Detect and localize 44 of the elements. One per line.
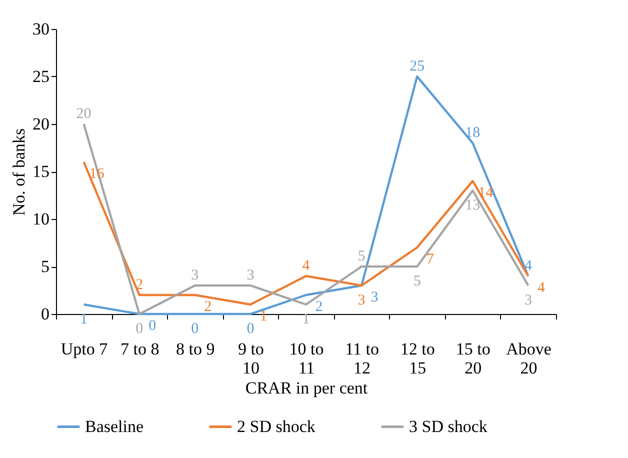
data-label: 3 <box>246 268 254 284</box>
y-tick-label: 0 <box>41 304 50 324</box>
x-tick-label: 11 to 12 <box>345 340 379 378</box>
x-tick-label: 8 to 9 <box>176 340 215 358</box>
data-label: 7 <box>426 252 434 268</box>
data-label: 0 <box>191 321 199 337</box>
y-tick-label: 30 <box>32 20 50 38</box>
x-tick-label: 12 to 15 <box>400 340 435 378</box>
data-label: 2 <box>315 299 323 315</box>
x-tick-label: 9 to 10 <box>238 340 264 378</box>
y-tick-label: 25 <box>32 67 50 86</box>
x-tick-label: 7 to 8 <box>120 340 160 358</box>
data-label: 3 <box>358 292 366 308</box>
data-label: 0 <box>246 321 254 337</box>
y-axis-title: No. of banks <box>10 128 28 216</box>
data-label: 0 <box>136 321 144 337</box>
data-label: 3 <box>524 292 532 308</box>
data-label: 0 <box>148 318 156 334</box>
data-label: 1 <box>302 312 310 328</box>
data-label: 20 <box>76 106 92 122</box>
data-label: 1 <box>80 312 88 328</box>
x-tick-label: 15 to 20 <box>456 340 490 378</box>
y-tick-label: 20 <box>32 114 50 134</box>
legend-label: Baseline <box>85 416 144 436</box>
data-label: 4 <box>302 258 310 274</box>
y-tick-label: 15 <box>32 162 50 181</box>
y-tick-label: 5 <box>41 257 50 276</box>
x-tick-label: Above 20 <box>506 340 552 378</box>
data-label: 5 <box>413 274 421 290</box>
x-tick-label: 10 to 11 <box>289 340 324 378</box>
data-label: 4 <box>524 258 532 274</box>
x-axis-title: CRAR in per cent <box>245 378 368 398</box>
data-label: 16 <box>89 166 105 182</box>
y-tick-label: 10 <box>32 210 50 228</box>
data-label: 5 <box>358 248 366 264</box>
data-label: 3 <box>370 290 378 306</box>
legend-label: 3 SD shock <box>409 416 488 436</box>
legend-label: 2 SD shock <box>237 416 316 436</box>
x-tick-label: Upto 7 <box>60 340 108 358</box>
data-label: 2 <box>204 299 212 315</box>
data-label: 4 <box>537 280 546 296</box>
data-label: 25 <box>410 58 425 74</box>
data-label: 3 <box>191 268 199 284</box>
data-label: 18 <box>465 125 480 141</box>
